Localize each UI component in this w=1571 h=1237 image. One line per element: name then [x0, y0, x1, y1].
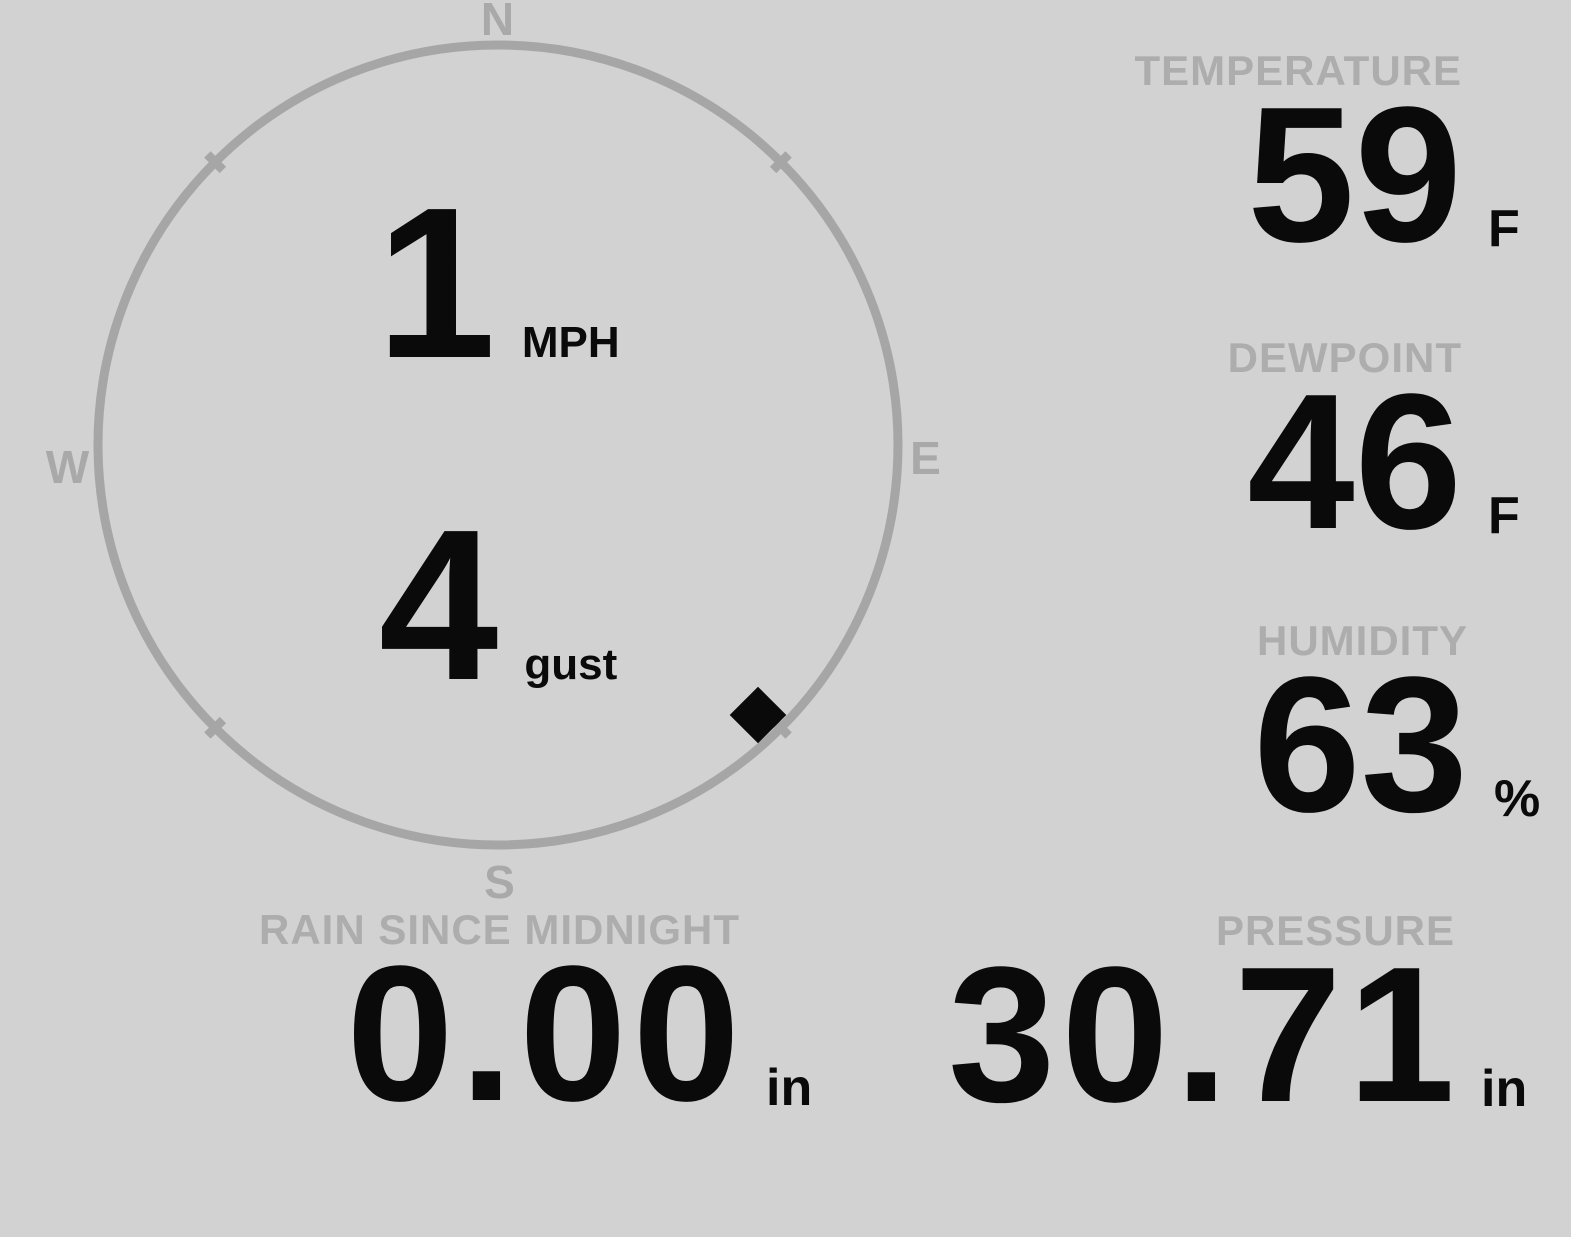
temperature-panel: TEMPERATURE 59 F: [1134, 47, 1519, 271]
temperature-value: 59: [1247, 66, 1462, 282]
humidity-value: 63: [1253, 636, 1468, 852]
rain-label: RAIN SINCE MIDNIGHT: [259, 906, 740, 953]
temperature-label: TEMPERATURE: [1134, 47, 1462, 94]
wind-gust-unit: gust: [524, 640, 618, 689]
wind-speed-unit: MPH: [521, 318, 620, 367]
pressure-panel: PRESSURE 30.71 in: [948, 907, 1527, 1131]
rain-value: 0.00: [346, 925, 746, 1141]
rain-unit: in: [766, 1059, 813, 1117]
compass-tick-ne: [769, 151, 792, 174]
humidity-panel: HUMIDITY 63 %: [1253, 617, 1540, 841]
wind-speed-value: 1: [376, 162, 496, 403]
dewpoint-label: DEWPOINT: [1227, 334, 1462, 381]
compass-label-east: E: [910, 432, 942, 484]
dewpoint-panel: DEWPOINT 46 F: [1227, 334, 1520, 558]
wind-speed-row: 1 MPH: [98, 175, 898, 390]
wind-gust-row: 4 gust: [98, 497, 898, 712]
wind-gust-value: 4: [378, 484, 499, 725]
compass-tick-nw: [204, 151, 227, 174]
compass-tick-sw: [204, 716, 227, 739]
pressure-label: PRESSURE: [1215, 907, 1455, 954]
humidity-label: HUMIDITY: [1257, 617, 1468, 664]
dewpoint-unit: F: [1488, 487, 1520, 545]
pressure-unit: in: [1481, 1060, 1528, 1118]
compass-label-north: N: [480, 0, 516, 45]
compass-ring-icon: [93, 40, 903, 850]
rain-panel: RAIN SINCE MIDNIGHT 0.00 in: [259, 906, 812, 1130]
temperature-unit: F: [1488, 200, 1520, 258]
wind-compass-dial: N E S W 1 MPH 4 gust: [46, 0, 941, 905]
pressure-value: 30.71: [948, 926, 1461, 1142]
compass-label-west: W: [45, 441, 91, 493]
humidity-unit: %: [1494, 770, 1541, 828]
dewpoint-value: 46: [1247, 353, 1462, 569]
compass-label-south: S: [484, 856, 516, 908]
